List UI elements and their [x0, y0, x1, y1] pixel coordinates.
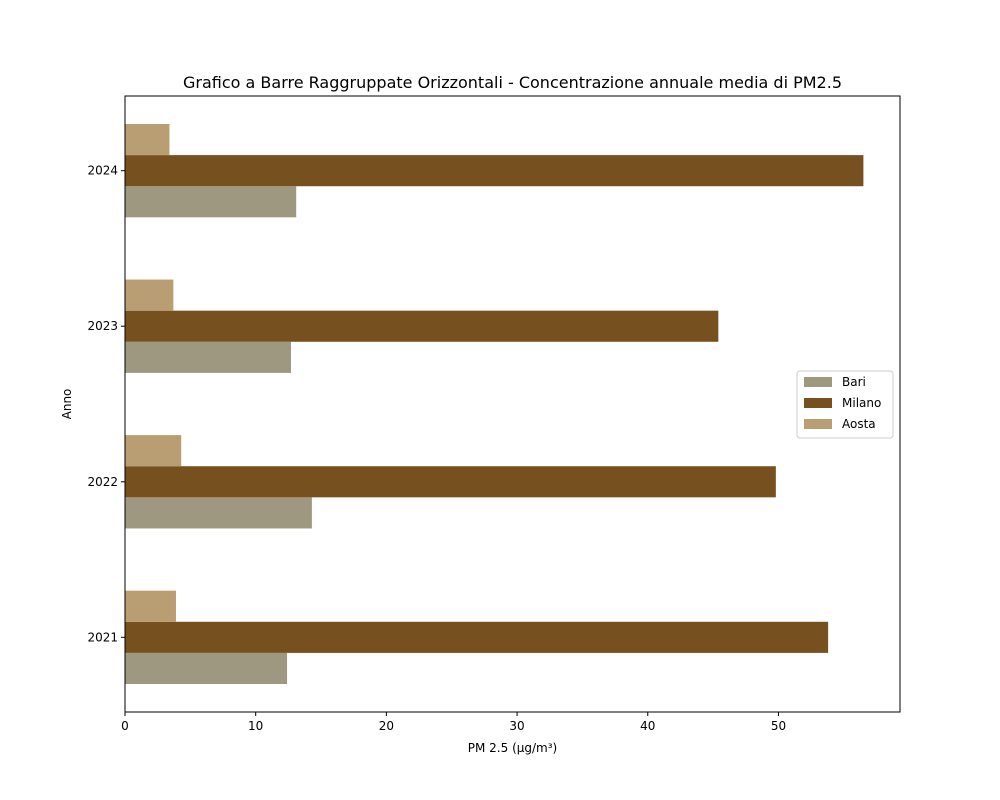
bar-milano-2022 — [125, 466, 776, 498]
y-tick-label: 2022 — [87, 475, 118, 489]
x-tick-label: 10 — [248, 719, 263, 733]
plot-frame — [124, 95, 901, 713]
bar-milano-2021 — [125, 621, 829, 653]
x-tick-label: 40 — [640, 719, 655, 733]
legend-swatch-milano — [804, 398, 832, 408]
chart-title: Grafico a Barre Raggruppate Orizzontali … — [183, 73, 842, 92]
legend-label-bari: Bari — [842, 375, 866, 389]
bar-bari-2023 — [125, 341, 291, 373]
x-tick-label: 50 — [771, 719, 786, 733]
legend-label-milano: Milano — [842, 396, 881, 410]
bar-bari-2022 — [125, 497, 312, 529]
bar-bari-2021 — [125, 652, 288, 684]
bar-aosta-2022 — [125, 435, 182, 467]
x-tick-label: 20 — [379, 719, 394, 733]
legend-swatch-bari — [804, 377, 832, 387]
y-axis-label: Anno — [60, 389, 74, 420]
legend-label-aosta: Aosta — [842, 417, 876, 431]
y-tick-label: 2024 — [87, 164, 118, 178]
y-tick-label: 2023 — [87, 319, 118, 333]
bar-milano-2024 — [125, 155, 864, 187]
x-axis-label: PM 2.5 (µg/m³) — [468, 741, 557, 755]
x-tick-label: 30 — [509, 719, 524, 733]
bar-bari-2024 — [125, 186, 297, 218]
bar-aosta-2024 — [125, 124, 170, 156]
bar-milano-2023 — [125, 310, 719, 342]
bars-group — [125, 124, 864, 684]
bar-aosta-2023 — [125, 279, 174, 311]
x-tick-label: 0 — [121, 719, 129, 733]
legend-swatch-aosta — [804, 419, 832, 429]
y-tick-label: 2021 — [87, 630, 118, 644]
bar-aosta-2021 — [125, 590, 176, 622]
legend: Bari Milano Aosta — [796, 370, 894, 439]
x-axis-ticks: 0 10 20 30 40 50 — [121, 712, 786, 733]
y-axis-ticks: 2021 2022 2023 2024 — [87, 164, 125, 644]
